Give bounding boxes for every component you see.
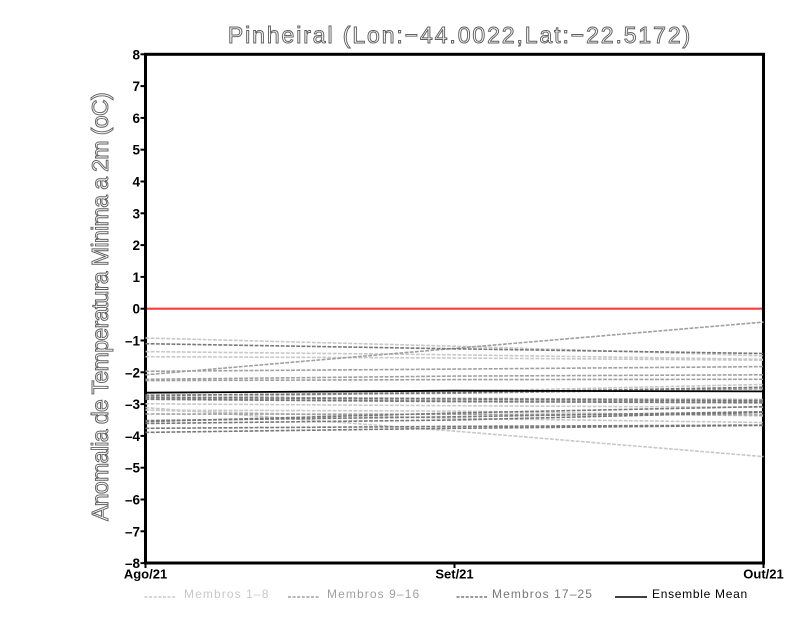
svg-text:Out/21: Out/21: [743, 567, 783, 582]
svg-text:–1: –1: [125, 334, 141, 349]
svg-text:–6: –6: [125, 493, 141, 508]
svg-text:–5: –5: [125, 461, 141, 476]
svg-text:7: 7: [132, 79, 140, 94]
svg-text:–4: –4: [125, 429, 141, 444]
svg-text:4: 4: [132, 175, 140, 190]
svg-text:–7: –7: [125, 524, 140, 539]
svg-text:Set/21: Set/21: [435, 567, 473, 582]
svg-text:2: 2: [132, 238, 140, 253]
svg-text:6: 6: [132, 111, 140, 126]
svg-text:–2: –2: [125, 365, 140, 380]
svg-text:Ago/21: Ago/21: [124, 567, 167, 582]
svg-text:Pinheiral (Lon:−44.0022,Lat:−2: Pinheiral (Lon:−44.0022,Lat:−22.5172): [228, 22, 692, 48]
svg-text:Membros 17–25: Membros 17–25: [492, 587, 593, 601]
svg-text:Membros 1–8: Membros 1–8: [184, 587, 269, 601]
svg-text:Ensemble Mean: Ensemble Mean: [652, 587, 748, 601]
svg-text:1: 1: [132, 270, 140, 285]
svg-text:8: 8: [132, 47, 140, 62]
svg-text:3: 3: [132, 206, 140, 221]
svg-text:Membros 9–16: Membros 9–16: [327, 587, 420, 601]
svg-text:5: 5: [132, 143, 140, 158]
svg-text:Anomalia de Temperatura Minima: Anomalia de Temperatura Minima a 2m (oC): [87, 93, 113, 521]
svg-text:–8: –8: [125, 556, 141, 571]
svg-text:0: 0: [132, 302, 140, 317]
svg-text:–3: –3: [125, 397, 141, 412]
